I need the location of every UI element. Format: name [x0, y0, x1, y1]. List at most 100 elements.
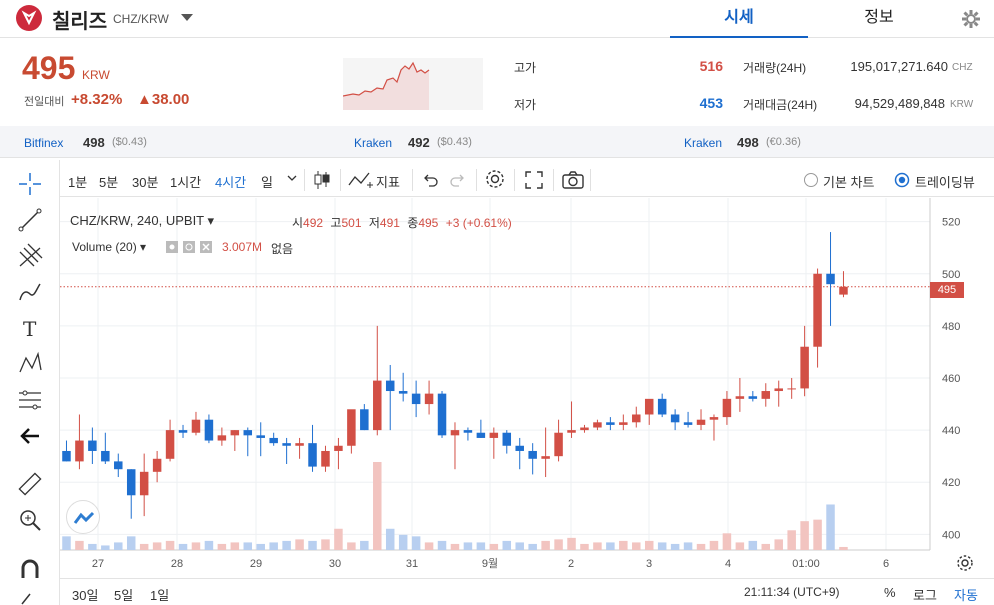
candle-body	[347, 409, 356, 446]
candle-body	[114, 461, 123, 470]
candle-body	[657, 398, 667, 415]
candle-body	[580, 427, 589, 431]
candle-body	[88, 440, 97, 451]
change-label: 전일대비	[24, 96, 65, 108]
tradingview-logo[interactable]	[66, 500, 100, 534]
candlestick-chart[interactable]: 400 420 440 460 480 500 520 27 28 29 30 31 9월 2 3 4 01:0…	[60, 198, 994, 578]
volume-bar	[657, 542, 667, 550]
volume-bar	[243, 542, 253, 550]
interval-4h[interactable]: 4시간	[215, 175, 247, 190]
candle-body	[541, 456, 550, 459]
volume-bar	[126, 536, 136, 550]
candle-body	[295, 443, 304, 446]
interval-30m[interactable]: 30분	[132, 175, 159, 190]
volume-bar	[696, 543, 706, 550]
tradingview-label[interactable]: 트레이딩뷰	[915, 175, 975, 190]
volume-bar	[139, 543, 149, 550]
volume-bar	[593, 542, 602, 550]
volume-bar	[489, 543, 499, 550]
candle-type-icon[interactable]	[312, 169, 332, 194]
zoom-icon[interactable]	[16, 506, 44, 534]
magnet-icon[interactable]	[16, 556, 44, 584]
radio-basic-chart[interactable]	[803, 172, 819, 191]
fullscreen-icon[interactable]	[523, 169, 545, 194]
exchange-name[interactable]: Bitfinex	[24, 136, 64, 150]
volume-label: 거래량(24H)	[743, 61, 807, 75]
interval-1m[interactable]: 1분	[68, 175, 88, 190]
radio-tradingview[interactable]	[894, 172, 910, 191]
chart-svg[interactable]: 400 420 440 460 480 500 520 27 28 29 30 31 9월 2 3 4 01:0…	[60, 198, 994, 578]
camera-icon[interactable]	[561, 169, 585, 194]
tab-info[interactable]: 정보	[864, 9, 894, 26]
coin-dropdown-icon[interactable]	[181, 14, 193, 21]
exchange-row: Bitfinex 498 ($0.43) Kraken 492 ($0.43) …	[0, 126, 994, 158]
fib-icon[interactable]	[16, 386, 44, 414]
x-tick-label: 29	[250, 558, 262, 570]
volume-bar	[774, 539, 783, 550]
chart-symbol[interactable]: CHZ/KRW, 240, UPBIT ▾	[70, 213, 215, 228]
pitchfork-icon[interactable]	[16, 242, 44, 270]
range-30d[interactable]: 30일	[72, 588, 99, 603]
interval-day[interactable]: 일	[261, 175, 273, 190]
candle-body	[165, 430, 175, 459]
volume-bar	[424, 542, 434, 550]
volume-bar	[152, 542, 162, 550]
candle-body	[398, 391, 408, 394]
exchange-name[interactable]: Kraken	[354, 136, 393, 150]
volume-bar	[528, 543, 537, 550]
chart-toolbar: 1분 5분 30분 1시간 4시간 일 지표 기본 차트 트레이딩뷰	[60, 163, 994, 197]
text-tool-icon[interactable]: T	[16, 314, 44, 342]
ruler-icon[interactable]	[16, 470, 44, 498]
candle-body	[334, 445, 343, 451]
candle-body	[774, 388, 783, 392]
candle-body	[567, 430, 576, 433]
volume-bar	[683, 542, 693, 550]
interval-1h[interactable]: 1시간	[170, 175, 202, 190]
lock-icon[interactable]	[16, 590, 44, 605]
exchange-ref: ($0.43)	[112, 136, 147, 148]
volume-bar	[269, 542, 278, 550]
gear-icon[interactable]	[958, 6, 984, 32]
range-1d[interactable]: 1일	[150, 588, 170, 603]
range-5d[interactable]: 5일	[114, 588, 134, 603]
pattern-icon[interactable]	[16, 350, 44, 378]
auto-toggle[interactable]: 자동	[954, 588, 978, 603]
volume-bar	[62, 536, 71, 550]
exchange-price: 498	[83, 135, 105, 150]
brush-icon[interactable]	[16, 278, 44, 306]
interval-5m[interactable]: 5분	[99, 175, 119, 190]
basic-chart-label[interactable]: 기본 차트	[823, 175, 875, 190]
percent-toggle[interactable]: %	[884, 585, 896, 600]
candle-body	[385, 380, 395, 392]
symbol-text: CHZ/KRW, 240, UPBIT	[70, 213, 204, 228]
arrow-left-icon[interactable]	[16, 422, 44, 450]
undo-icon[interactable]	[420, 170, 440, 193]
amount-value: 94,529,489,848	[854, 96, 945, 111]
crosshair-icon[interactable]	[16, 170, 44, 198]
volume-bar	[334, 528, 343, 550]
tab-price[interactable]: 시세	[670, 0, 808, 38]
redo-icon[interactable]	[448, 170, 468, 193]
delta-value: +3 (+0.61%)	[445, 216, 512, 230]
open-value: 492	[303, 216, 324, 230]
volume-indicator[interactable]: Volume (20) ▾	[72, 240, 147, 254]
chevron-down-icon[interactable]	[286, 171, 298, 188]
volume-bar	[463, 542, 473, 550]
gear-icon[interactable]	[484, 168, 506, 193]
volume-bar	[385, 528, 395, 550]
exchange-name[interactable]: Kraken	[684, 136, 723, 150]
app-header: 칠리즈 CHZ/KRW 시세 정보	[0, 0, 994, 38]
candle-body	[593, 422, 602, 428]
gear-icon[interactable]	[956, 554, 974, 575]
indicator-controls[interactable]	[166, 240, 216, 257]
log-toggle[interactable]: 로그	[913, 588, 937, 603]
low-value: 453	[699, 95, 723, 111]
indicators-button[interactable]: 지표	[376, 175, 400, 190]
indicators-icon[interactable]	[347, 169, 375, 194]
y-tick-label: 480	[942, 321, 960, 333]
candle-body	[139, 471, 149, 496]
candle-body	[411, 393, 421, 405]
y-tick-label: 500	[942, 269, 960, 281]
volume-bar	[437, 540, 447, 550]
trend-line-icon[interactable]	[16, 206, 44, 234]
